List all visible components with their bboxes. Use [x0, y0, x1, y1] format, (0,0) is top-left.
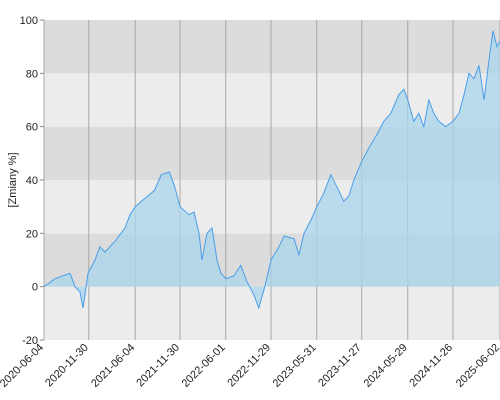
band	[44, 20, 500, 74]
y-tick-label: 80	[26, 68, 38, 80]
band	[44, 73, 500, 127]
x-tick-label: 2023-05-31	[271, 342, 319, 390]
x-tick-label: 2024-05-29	[362, 342, 410, 390]
band	[44, 286, 500, 340]
area	[44, 30, 500, 308]
y-tick-label: 100	[20, 15, 38, 27]
y-axis-label: [Zmiany %]	[7, 152, 19, 207]
x-tick-label: 2023-11-27	[316, 342, 364, 390]
line	[43, 30, 500, 310]
x-tick-label: 2025-06-02	[454, 342, 500, 390]
y-tick-label: -20	[22, 335, 38, 347]
x-tick-label: 2020-06-04	[0, 342, 46, 390]
x-tick-label: 2020-11-30	[43, 342, 91, 390]
y-tick-label: 20	[26, 228, 38, 240]
y-tick-label: 0	[32, 282, 38, 294]
x-tick-label: 2022-06-01	[180, 342, 228, 390]
x-tick-label: 2021-06-04	[89, 342, 137, 390]
x-tick-label: 2022-11-29	[225, 342, 273, 390]
x-tick-label: 2024-11-26	[407, 342, 455, 390]
x-tick-label: 2021-11-30	[134, 342, 182, 390]
y-tick-label: 40	[26, 175, 38, 187]
y-tick-label: 60	[26, 122, 38, 134]
